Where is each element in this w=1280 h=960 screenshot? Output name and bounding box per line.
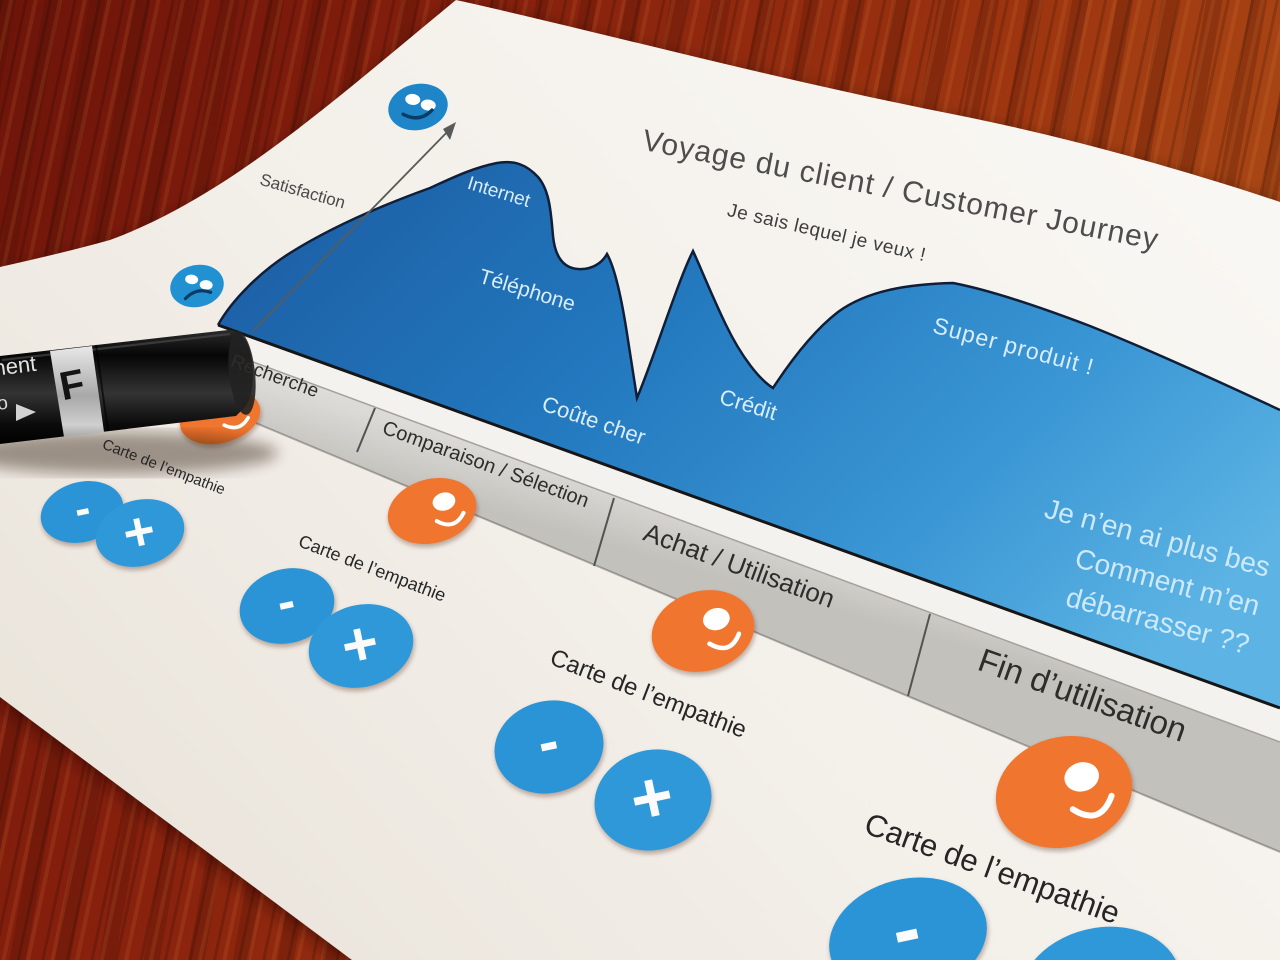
smiley-sticker-icon bbox=[651, 590, 755, 672]
pen-butt bbox=[228, 331, 256, 415]
minus-sticker bbox=[239, 568, 335, 644]
stage-band-mid-line bbox=[209, 345, 1280, 743]
smiley-sticker-icon bbox=[387, 477, 477, 545]
stage-band-top-line bbox=[217, 323, 1280, 710]
minus-sticker bbox=[829, 877, 987, 960]
empathy-cluster-4 bbox=[829, 735, 1181, 960]
stage-divider bbox=[907, 613, 931, 697]
plus-sticker bbox=[1019, 926, 1181, 960]
pen-sheen bbox=[1, 332, 231, 362]
empathy-cluster-2 bbox=[239, 477, 477, 688]
stage-band-highlight bbox=[210, 325, 1280, 742]
journey-curve bbox=[218, 162, 1280, 708]
smiley-happy-icon bbox=[388, 83, 448, 131]
smiley-sticker-icon bbox=[995, 735, 1133, 849]
stage-divider bbox=[593, 497, 615, 567]
pen-logo-triangle-icon bbox=[16, 404, 36, 421]
empathy-cluster-3 bbox=[494, 590, 755, 851]
plus-sticker bbox=[308, 604, 414, 688]
satisfaction-axis-arrow-icon bbox=[252, 122, 456, 332]
smiley-sad-icon bbox=[170, 264, 224, 308]
plus-sticker bbox=[594, 749, 712, 851]
pen-shadow bbox=[0, 432, 278, 474]
journey-curve-outline bbox=[216, 160, 1280, 412]
pen-label-fragment: nent bbox=[0, 350, 38, 381]
stage-divider bbox=[356, 407, 376, 453]
pen-cap-edge bbox=[95, 344, 109, 432]
plus-sticker bbox=[95, 499, 185, 567]
minus-sticker bbox=[494, 700, 604, 794]
marker-pen bbox=[0, 330, 256, 444]
pen-grade-band bbox=[50, 346, 104, 437]
